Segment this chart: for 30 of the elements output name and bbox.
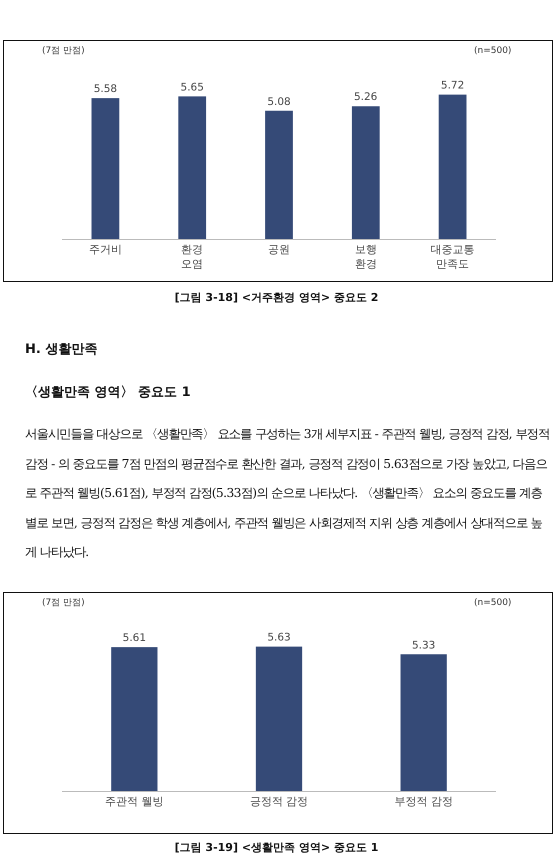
x-tick-label: 보행 환경: [354, 243, 377, 270]
chart-title: H. 생활만족: [25, 341, 98, 358]
data-label: 5.61: [122, 632, 146, 644]
x-tick-label: 환경 오염: [181, 243, 204, 270]
bar: [438, 94, 466, 239]
x-tick-label: 대중교통 만족도: [430, 243, 475, 270]
text: [그림 3-19] <생활만족 영역> 중요도 1: [174, 840, 380, 855]
text: 서울시민들을 대상으로 〈생활만족〉 요소를 구성하는 3개 세부지표 - 주관적 웰빙, 긍정적 감정, 부정적 감정 - 의 중요도를 7점 만점의 평균점수로 환산한 결과, 긍정적 감정이 5.63점으로 가장 높았고, 다음으로 주관적 웰빙(5.61점), 부정적 감정(5.33점)의 순으로 나타났다. 〈생활만족〉 요소의 중요도를 계층별로 보면, 긍정적 감정은 학생 계층에서, 주관적 웰빙은 사회경제적 지위 상층 계층에서 상대적으로 높게 나타났다.: [25, 427, 550, 559]
bar: [352, 106, 380, 239]
bar: [265, 110, 293, 239]
text: [그림 3-18] <거주환경 영역> 중요도 2: [174, 290, 380, 305]
data-label: 5.65: [180, 81, 204, 94]
x-tick-label: 부정적 감정: [394, 795, 453, 808]
x-tick-label: 긍정적 감정: [250, 795, 308, 808]
data-label: 5.08: [267, 96, 291, 108]
chart-subtitle: 〈생활만족 영역〉 중요도 1: [25, 384, 191, 401]
data-label: 5.58: [94, 83, 118, 96]
x-tick-label: 공원: [268, 243, 290, 256]
data-label: 5.26: [354, 91, 378, 104]
data-label: 5.72: [440, 80, 464, 92]
bar: [178, 96, 206, 239]
text: (n=500): [474, 46, 512, 56]
text: (n=500): [474, 598, 512, 608]
text: (7점 만점): [42, 598, 85, 608]
x-tick-label: 주거비: [88, 243, 122, 256]
data-label: 5.63: [267, 632, 291, 644]
data-label: 5.33: [412, 639, 436, 652]
x-tick-label: 주관적 웰빙: [105, 795, 164, 808]
text: (7점 만점): [42, 46, 85, 56]
bar: [92, 98, 120, 239]
